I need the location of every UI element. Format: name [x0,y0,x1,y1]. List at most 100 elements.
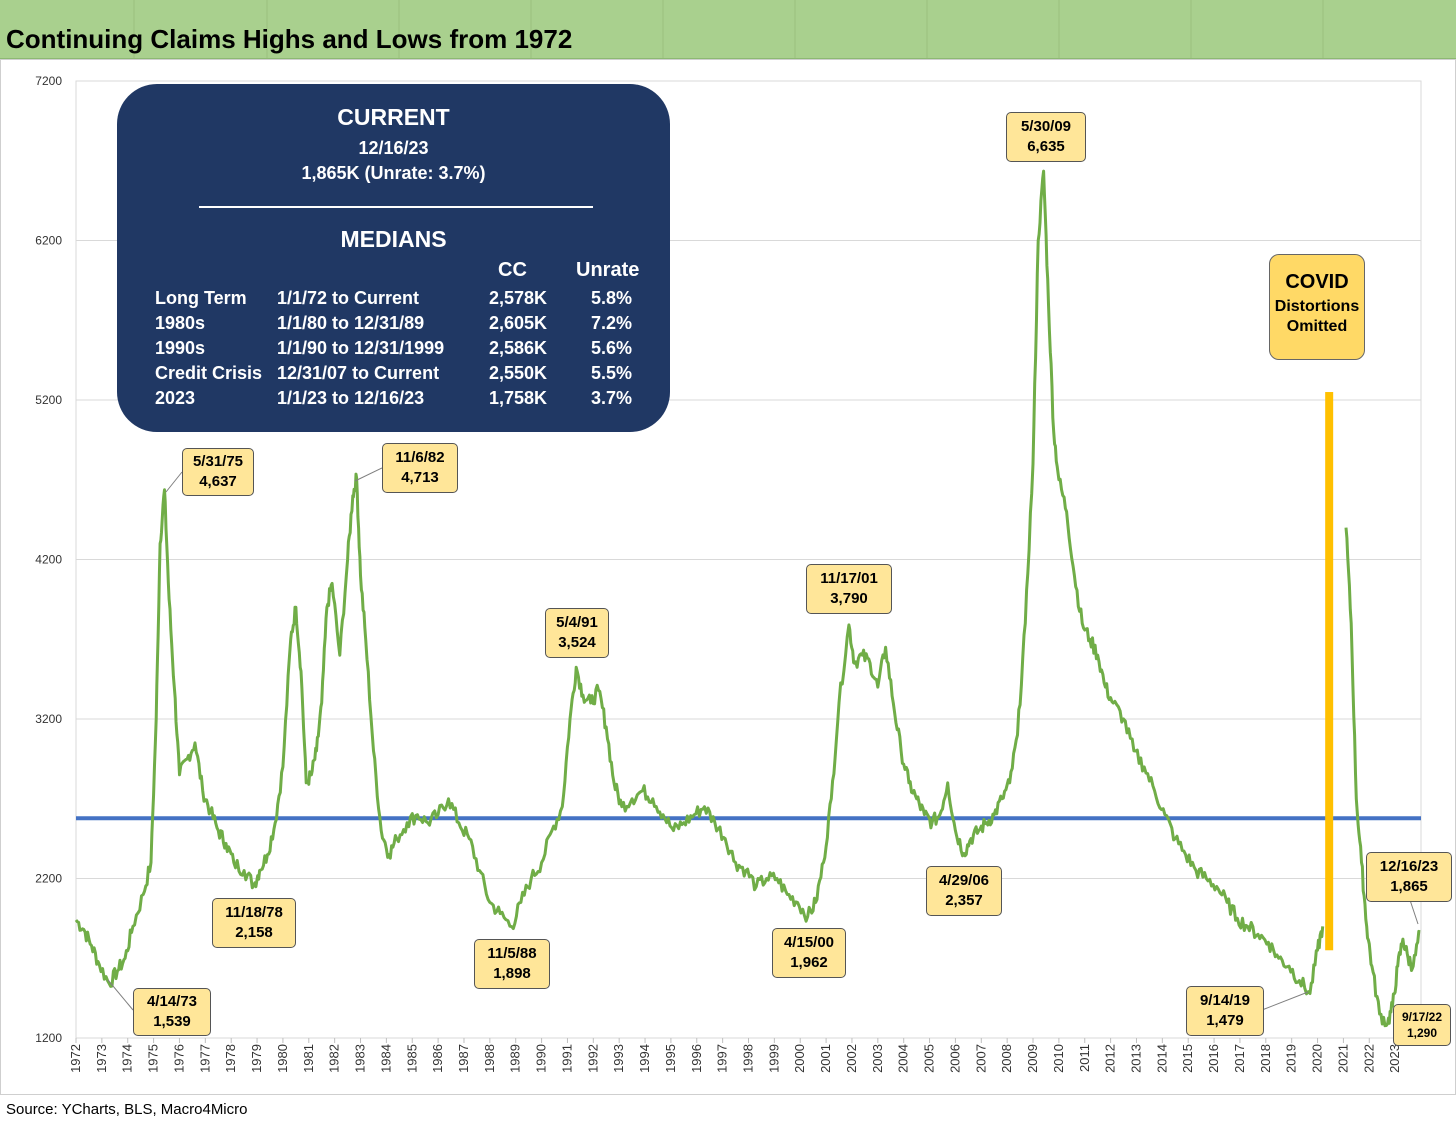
callout-date: 4/29/06 [938,872,990,889]
median-row-label: 2023 [155,388,196,408]
callout-leader [165,471,183,493]
callout-date: 11/18/78 [225,904,283,921]
x-tick-label: 1984 [378,1044,393,1073]
x-tick-label: 2000 [792,1044,807,1073]
col-header-cc: CC [498,259,527,281]
x-tick-label: 2006 [947,1044,962,1073]
callout-value: 1,479 [1206,1012,1244,1029]
callout-leader [1409,899,1419,925]
x-tick-label: 2022 [1361,1044,1376,1073]
callout-current-2023: 12/16/23 1,865 [1366,852,1452,902]
callout-date: 5/4/91 [556,614,598,631]
median-row-period: 12/31/07 to Current [277,363,440,383]
median-row-cc: 1,758K [489,388,548,408]
x-tick-label: 1990 [534,1044,549,1073]
x-tick-label: 2018 [1258,1044,1273,1073]
callout-low-1988: 11/5/88 1,898 [474,939,550,989]
median-row-unrate: 5.6% [591,338,633,358]
callout-date: 9/17/22 [1401,1010,1443,1024]
x-tick-label: 1997 [715,1044,730,1073]
x-tick-label: 1987 [456,1044,471,1073]
x-tick-label: 1993 [611,1044,626,1073]
callout-low-2000: 4/15/00 1,962 [772,928,846,978]
median-row-cc: 2,550K [489,363,548,383]
callout-date: 5/31/75 [192,453,244,470]
x-tick-label: 2017 [1232,1044,1247,1073]
callout-value: 1,539 [153,1013,191,1030]
x-tick-label: 2003 [870,1044,885,1073]
x-tick-label: 2014 [1154,1044,1169,1073]
x-tick-label: 1989 [508,1044,523,1073]
covid-note-line3: Omitted [1286,318,1348,335]
x-tick-label: 2001 [818,1044,833,1073]
x-tick-label: 2012 [1103,1044,1118,1073]
col-header-unrate: Unrate [576,259,640,281]
x-tick-label: 1994 [637,1044,652,1073]
x-tick-label: 1992 [585,1044,600,1073]
x-tick-label: 1977 [197,1044,212,1073]
x-tick-label: 1996 [689,1044,704,1073]
covid-note-line2: Distortions [1274,298,1360,315]
callout-value: 1,290 [1406,1026,1438,1040]
callout-value: 4,637 [199,473,237,490]
continuing-claims-line [1344,527,1421,1028]
median-row-label: Credit Crisis [155,363,263,383]
x-tick-label: 1976 [171,1044,186,1073]
callout-leader [1261,991,1309,1011]
median-row-period: 1/1/23 to 12/16/23 [277,388,425,408]
callout-value: 1,898 [493,965,531,982]
y-tick-label: 2200 [35,872,62,886]
x-tick-label: 2002 [844,1044,859,1073]
x-tick-label: 1973 [94,1044,109,1073]
x-tick-label: 2010 [1051,1044,1066,1073]
callout-leader [107,979,134,1011]
callout-date: 11/17/01 [820,570,878,587]
x-tick-label: 2008 [999,1044,1014,1073]
y-tick-label: 3200 [35,712,62,726]
y-tick-label: 1200 [35,1031,62,1045]
x-tick-label: 2019 [1284,1044,1299,1073]
callout-peak-2009: 5/30/09 6,635 [1006,112,1086,162]
current-date: 12/16/23 [358,138,429,158]
x-tick-label: 1982 [327,1044,342,1073]
median-row-unrate: 3.7% [591,388,633,408]
x-tick-label: 1974 [120,1044,135,1073]
continuing-claims-line [74,169,1325,996]
current-medians-box: CURRENT 12/16/23 1,865K (Unrate: 3.7%) M… [117,84,670,432]
x-tick-label: 2009 [1025,1044,1040,1073]
callout-leader [354,467,383,482]
chart-title: Continuing Claims Highs and Lows from 19… [6,24,573,54]
x-tick-label: 2007 [973,1044,988,1073]
callout-low-1973: 4/14/73 1,539 [133,988,211,1036]
x-tick-label: 2020 [1310,1044,1325,1073]
callout-low-2006: 4/29/06 2,357 [926,866,1002,916]
callout-value: 1,865 [1390,878,1428,895]
x-tick-label: 1975 [146,1044,161,1073]
x-tick-label: 2005 [922,1044,937,1073]
callout-date: 9/14/19 [1199,992,1251,1009]
x-tick-label: 1978 [223,1044,238,1073]
callout-value: 3,790 [830,590,868,607]
median-row-cc: 2,578K [489,288,548,308]
x-tick-label: 1983 [353,1044,368,1073]
source-note: Source: YCharts, BLS, Macro4Micro [6,1101,248,1118]
title-bar: Continuing Claims Highs and Lows from 19… [0,0,1456,59]
x-tick-label: 2021 [1335,1044,1350,1073]
x-tick-label: 1986 [430,1044,445,1073]
callout-low-2022: 9/17/22 1,290 [1393,1004,1451,1046]
x-tick-label: 2023 [1387,1044,1402,1073]
median-row-period: 1/1/90 to 12/31/1999 [277,338,445,358]
x-tick-label: 1979 [249,1044,264,1073]
x-tick-label: 2016 [1206,1044,1221,1073]
x-tick-label: 1991 [559,1044,574,1073]
y-tick-label: 6200 [35,234,62,248]
y-axis-ticks: 1200 2200 3200 4200 5200 6200 7200 [35,74,62,1045]
callout-date: 11/6/82 [395,449,445,466]
callout-value: 6,635 [1027,138,1065,155]
x-tick-label: 1980 [275,1044,290,1073]
x-axis-ticks: 1972 1973 1974 1975 1976 1977 1978 1979 1980 1981… [68,1044,1402,1073]
x-tick-label: 2015 [1180,1044,1195,1073]
x-tick-label: 1998 [741,1044,756,1073]
x-tick-label: 1985 [404,1044,419,1073]
